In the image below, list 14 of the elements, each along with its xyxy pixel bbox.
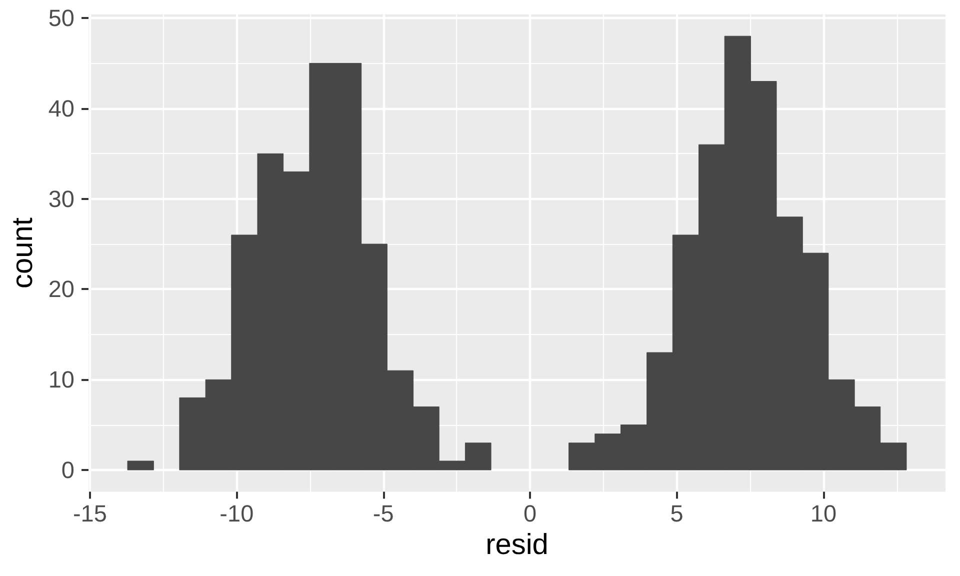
y-tick-label: 40 bbox=[48, 95, 74, 122]
x-tick-label: -15 bbox=[72, 500, 107, 527]
x-tick-label: -5 bbox=[372, 500, 394, 527]
y-tick-label: 10 bbox=[48, 366, 74, 393]
y-axis-title: count bbox=[6, 218, 39, 289]
y-tick-label: 20 bbox=[48, 276, 74, 302]
x-axis-title: resid bbox=[486, 529, 548, 562]
x-tick-label: 10 bbox=[810, 500, 837, 527]
x-tick-label: -10 bbox=[220, 500, 254, 527]
x-tick-label: 5 bbox=[670, 500, 684, 527]
x-tick-label: 0 bbox=[524, 500, 537, 527]
y-tick-label: 30 bbox=[48, 186, 74, 212]
y-tick-label: 0 bbox=[61, 457, 74, 484]
y-tick-label: 50 bbox=[48, 5, 74, 32]
